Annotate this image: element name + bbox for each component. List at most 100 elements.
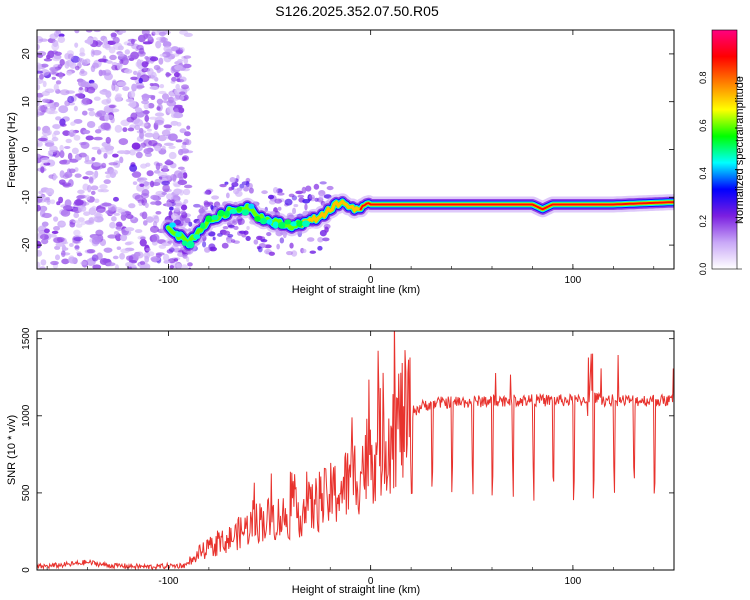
noise-speck: [156, 98, 164, 105]
noise-speck: [161, 180, 170, 186]
noise-speck: [155, 252, 165, 256]
noise-speck: [59, 89, 70, 96]
noise-speck: [91, 62, 99, 69]
noise-speck: [124, 227, 135, 232]
noise-speck: [100, 69, 107, 76]
noise-speck: [181, 84, 189, 90]
noise-speck: [62, 241, 69, 245]
noise-speck: [74, 244, 80, 251]
spectrogram-y-tick-label: -10: [21, 190, 32, 205]
ridge-blob: [175, 231, 182, 238]
noise-speck: [88, 110, 96, 117]
noise-speck: [41, 130, 51, 136]
noise-speck: [134, 229, 143, 234]
noise-speck: [53, 237, 63, 244]
noise-speck: [69, 158, 79, 163]
noise-speck: [209, 246, 217, 252]
noise-speck: [86, 248, 96, 254]
noise-speck: [80, 141, 90, 149]
noise-speck: [301, 186, 307, 194]
noise-speck: [64, 60, 70, 69]
noise-speck: [80, 81, 90, 88]
snr-y-tick-label: 500: [21, 484, 32, 501]
noise-speck: [292, 207, 297, 215]
noise-speck: [127, 55, 137, 59]
noise-speck: [243, 186, 250, 192]
noise-speck: [308, 194, 315, 200]
noise-speck: [37, 100, 40, 107]
noise-speck: [74, 173, 82, 178]
noise-speck: [238, 230, 246, 234]
noise-speck: [116, 150, 127, 154]
noise-speck: [162, 41, 172, 48]
noise-speck: [186, 125, 191, 130]
noise-speck: [68, 168, 76, 174]
noise-speck: [91, 49, 102, 56]
noise-speck: [181, 144, 187, 149]
noise-speck: [109, 221, 116, 229]
noise-speck: [177, 179, 188, 186]
noise-speck: [57, 64, 63, 69]
noise-speck: [91, 236, 102, 245]
noise-speck: [58, 71, 64, 79]
noise-speck: [159, 84, 165, 89]
noise-speck: [272, 186, 279, 194]
noise-speck: [166, 159, 172, 164]
noise-speck: [179, 95, 185, 101]
noise-speck: [142, 41, 153, 45]
ridge-blob: [181, 240, 188, 246]
noise-speck: [54, 254, 61, 261]
snr-x-tick-label: 0: [368, 576, 374, 587]
noise-speck: [126, 42, 135, 47]
noise-speck: [85, 170, 94, 176]
noise-speck: [154, 119, 164, 126]
noise-speck: [286, 250, 293, 256]
noise-speck: [59, 221, 66, 226]
noise-speck: [51, 76, 57, 80]
ridge-blob: [266, 219, 273, 225]
noise-speck: [153, 64, 161, 71]
noise-speck: [291, 250, 298, 257]
noise-speck: [45, 188, 55, 196]
noise-speck: [124, 49, 131, 55]
noise-speck: [163, 124, 172, 129]
noise-speck: [47, 151, 54, 157]
noise-speck: [80, 261, 88, 266]
noise-speck: [204, 189, 212, 195]
noise-speck: [85, 30, 93, 33]
noise-speck: [105, 174, 111, 179]
noise-speck: [51, 50, 59, 54]
noise-speck: [233, 225, 239, 230]
noise-speck: [165, 71, 171, 78]
noise-speck: [37, 261, 41, 269]
noise-speck: [96, 208, 106, 213]
ridge-blob: [169, 222, 176, 228]
noise-speck: [93, 30, 101, 33]
noise-speck: [115, 226, 122, 230]
noise-speck: [62, 205, 73, 211]
noise-speck: [174, 104, 183, 108]
noise-speck: [131, 142, 141, 150]
snr-frame: [36, 330, 675, 571]
ridge-blob: [259, 217, 268, 225]
noise-speck: [38, 194, 47, 200]
noise-speck: [144, 55, 149, 60]
noise-speck: [180, 169, 186, 173]
noise-speck: [39, 234, 50, 240]
noise-speck: [59, 119, 66, 126]
noise-speck: [268, 251, 275, 256]
ridge-blob: [217, 210, 225, 217]
noise-speck: [139, 212, 145, 217]
noise-speck: [114, 264, 120, 269]
noise-speck: [167, 133, 178, 142]
noise-speck: [61, 159, 71, 165]
noise-speck: [149, 56, 159, 62]
noise-speck: [284, 198, 293, 206]
noise-speck: [267, 194, 275, 200]
snr-x-tick-label: -100: [158, 576, 178, 587]
noise-speck: [97, 188, 104, 193]
noise-speck: [233, 188, 240, 195]
noise-speck: [44, 104, 53, 108]
noise-speck: [126, 241, 134, 245]
snr-y-ticks: 0 500 1000 1500: [21, 327, 674, 573]
